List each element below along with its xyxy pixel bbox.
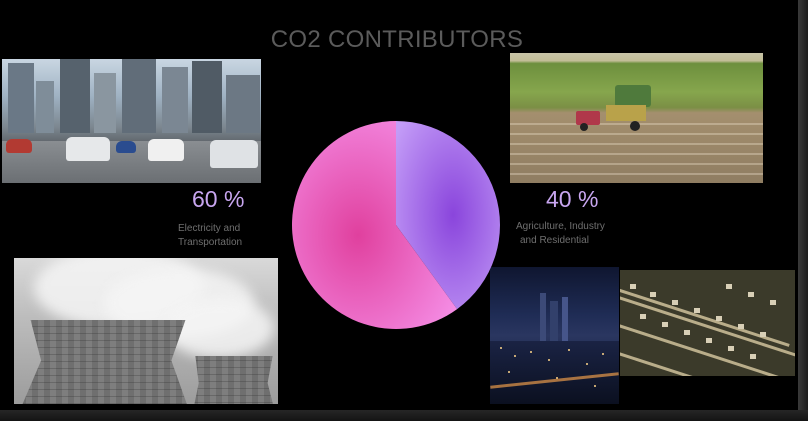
farm-harvest-photo <box>510 53 763 183</box>
right-caption-line2: and Residential <box>520 235 589 246</box>
right-percent-label: 40 % <box>546 186 599 212</box>
co2-pie-chart <box>292 121 501 329</box>
right-caption-line1: Agriculture, Industry <box>516 221 605 232</box>
right-caption: Agriculture, Industry and Residential <box>516 220 605 248</box>
presentation-slide: CO2 CONTRIBUTORS <box>0 0 798 410</box>
left-percent-label: 60 % <box>192 186 245 212</box>
traffic-photo <box>2 59 261 183</box>
suburb-aerial-photo <box>620 270 795 376</box>
city-night-photo <box>490 267 619 404</box>
window-edge-right <box>798 0 808 421</box>
slide-title: CO2 CONTRIBUTORS <box>270 26 524 53</box>
left-caption-line1: Electricity and <box>178 223 241 234</box>
left-caption-line2: Transportation <box>178 237 243 248</box>
pie-slice-electricity-transportation <box>292 121 458 329</box>
left-caption: Electricity and Transportation <box>178 222 242 250</box>
window-edge-bottom <box>0 410 808 421</box>
pie-slice-agriculture-industry-residential <box>396 121 501 310</box>
cooling-towers-photo <box>14 258 278 404</box>
